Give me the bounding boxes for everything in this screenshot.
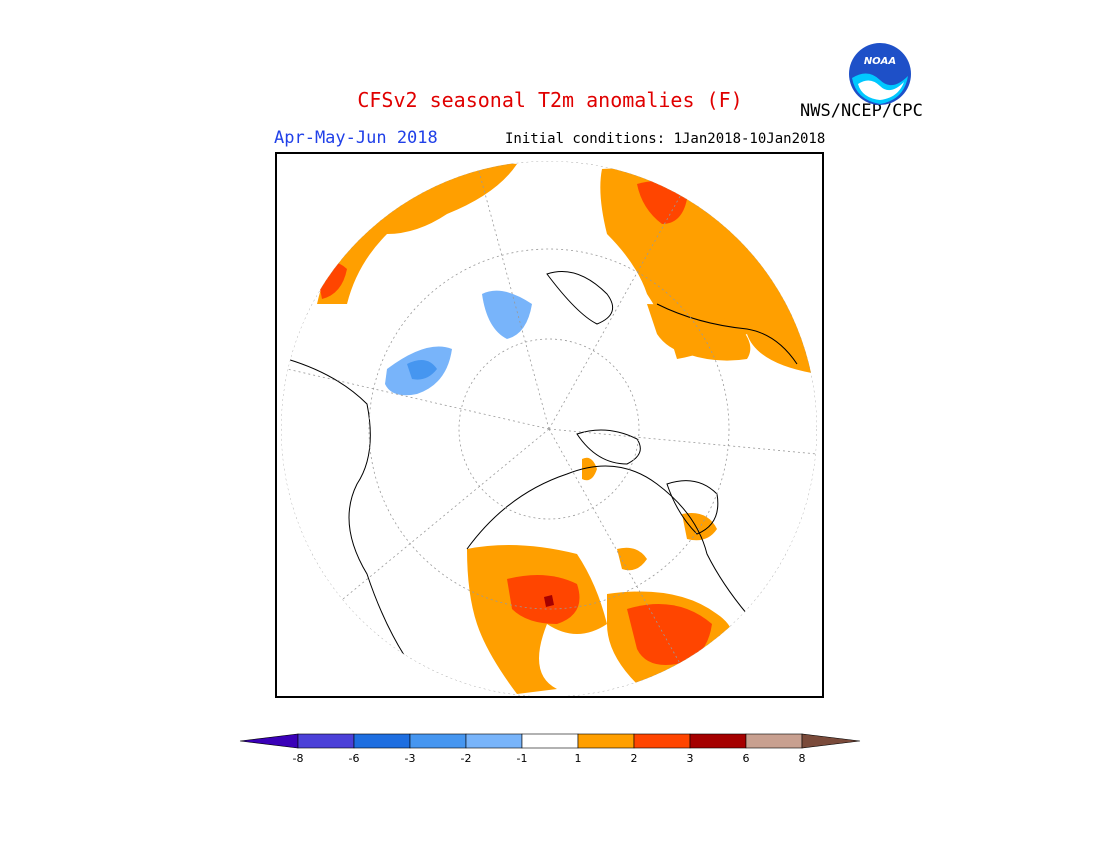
- legend-swatch: [633, 733, 691, 749]
- season-label: Apr-May-Jun 2018: [274, 128, 438, 148]
- initial-conditions-label: Initial conditions: 1Jan2018-10Jan2018: [505, 131, 826, 147]
- agency-label: NWS/NCEP/CPC: [800, 101, 923, 121]
- legend-tick-label: 8: [799, 752, 806, 765]
- legend-tick-label: 6: [743, 752, 750, 765]
- legend-swatch: [689, 733, 747, 749]
- legend-tick-label: 3: [687, 752, 694, 765]
- noaa-logo-icon: [849, 43, 911, 105]
- legend-tick-label: 1: [575, 752, 582, 765]
- land-outline: [546, 271, 614, 325]
- meridian-line: [548, 428, 817, 455]
- land-outline: [286, 358, 418, 675]
- logo-text: NOAA: [863, 56, 897, 67]
- legend-swatch: [297, 733, 355, 749]
- legend-swatch: [353, 733, 411, 749]
- legend-swatch: [577, 733, 635, 749]
- land-outline: [576, 429, 641, 465]
- latitude-circle: [368, 248, 730, 610]
- anomaly-warm-1-2-region: [582, 457, 597, 481]
- anomaly-warm-1-2-region: [647, 304, 751, 361]
- map-frame: [275, 152, 824, 698]
- legend-tick-label: -6: [349, 752, 360, 765]
- anomaly-warm-1-2-region: [600, 168, 817, 374]
- legend-tick-label: -3: [405, 752, 416, 765]
- color-legend: -8 -6 -3 -2 -1 1 2 3 6 8: [239, 733, 861, 765]
- anomaly-cool-2-3-region: [407, 360, 437, 380]
- meridian-line: [548, 428, 698, 695]
- latitude-circle: [458, 338, 640, 520]
- land-outline: [666, 480, 719, 535]
- land-outline: [466, 465, 748, 615]
- legend-swatch: [409, 733, 467, 749]
- legend-swatch: [745, 733, 803, 749]
- anomaly-cool-1-2-region: [482, 290, 532, 339]
- meridian-line: [476, 163, 550, 430]
- meridian-line: [548, 183, 688, 430]
- anomaly-warm-2-3-region: [507, 575, 580, 624]
- anomaly-warm-3-6-region: [544, 595, 554, 607]
- legend-swatch: [465, 733, 523, 749]
- anomaly-warm-2-3-region: [627, 604, 712, 665]
- legend-swatch: [521, 733, 579, 749]
- polar-map: [281, 161, 817, 696]
- meridian-line: [336, 428, 550, 605]
- legend-tick-label: -1: [517, 752, 528, 765]
- land-outline: [656, 303, 798, 365]
- legend-tick-label: -8: [293, 752, 304, 765]
- legend-tick-label: -2: [461, 752, 472, 765]
- legend-arrow-low: [239, 733, 299, 749]
- legend-arrow-high: [801, 733, 861, 749]
- anomaly-warm-1-2-region: [617, 547, 647, 571]
- anomaly-warm-1-2-region: [317, 163, 517, 304]
- map-title: CFSv2 seasonal T2m anomalies (F): [357, 88, 743, 112]
- legend-tick-label: 2: [631, 752, 638, 765]
- anomaly-warm-1-2-region: [682, 513, 717, 541]
